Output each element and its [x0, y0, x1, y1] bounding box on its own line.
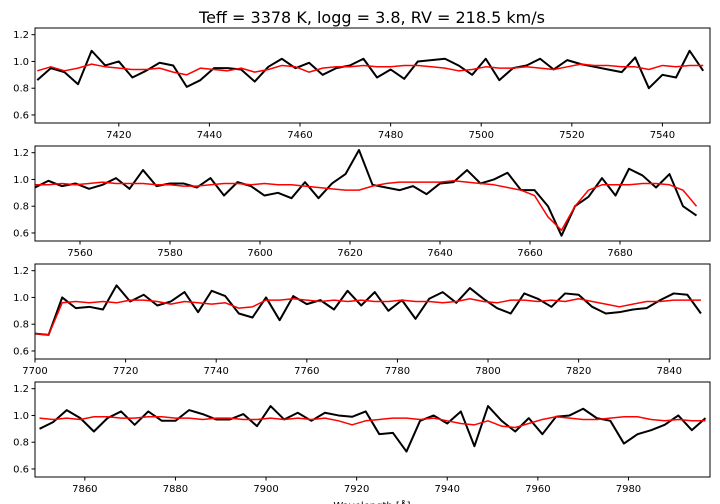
spectrum-line	[35, 298, 701, 336]
axes-frame	[34, 27, 711, 124]
plot-area	[36, 49, 705, 90]
y-tick-label: 1.0	[13, 293, 29, 304]
y-tick-label: 0.6	[13, 464, 29, 475]
x-tick-label: 7560	[67, 248, 92, 259]
x-tick-label: 7680	[607, 248, 632, 259]
x-tick-label: 7960	[525, 484, 550, 495]
chart-title: Teff = 3378 K, logg = 3.8, RV = 218.5 km…	[198, 8, 545, 27]
plot-area	[35, 149, 698, 237]
x-tick-label: 7460	[287, 130, 312, 141]
x-tick-label: 7700	[22, 366, 47, 377]
x-tick-label: 7840	[657, 366, 682, 377]
y-tick-label: 0.6	[13, 228, 29, 239]
spectrum-line	[35, 149, 698, 237]
spectrum-line	[39, 405, 707, 453]
x-tick-label: 7640	[427, 248, 452, 259]
y-tick-label: 1.2	[13, 384, 29, 395]
y-tick-label: 1.0	[13, 411, 29, 422]
axes-frame	[34, 263, 711, 360]
x-tick-label: 7940	[435, 484, 460, 495]
x-tick-label: 7660	[517, 248, 542, 259]
x-tick-label: 7740	[203, 366, 228, 377]
axes-frame	[34, 381, 711, 478]
x-tick-label: 7620	[337, 248, 362, 259]
x-tick-label: 7540	[650, 130, 675, 141]
y-tick-label: 1.2	[13, 30, 29, 41]
x-tick-label: 7760	[294, 366, 319, 377]
y-tick-label: 0.6	[13, 110, 29, 121]
x-tick-label: 7860	[72, 484, 97, 495]
y-tick-label: 0.6	[13, 346, 29, 357]
x-tick-label: 7420	[106, 130, 131, 141]
axes-frame	[34, 145, 711, 242]
x-axis-label: Wavelength [Å]	[333, 499, 410, 504]
x-tick-label: 7580	[157, 248, 182, 259]
x-tick-label: 7520	[559, 130, 584, 141]
x-tick-label: 7920	[344, 484, 369, 495]
y-tick-label: 1.0	[13, 175, 29, 186]
y-tick-label: 0.8	[13, 84, 29, 95]
y-tick-label: 1.2	[13, 266, 29, 277]
x-tick-label: 7800	[475, 366, 500, 377]
x-tick-label: 7980	[616, 484, 641, 495]
spectrum-line	[39, 416, 706, 429]
y-tick-label: 1.2	[13, 148, 29, 159]
x-tick-label: 7880	[163, 484, 188, 495]
x-tick-label: 7440	[197, 130, 222, 141]
x-tick-label: 7900	[253, 484, 278, 495]
x-tick-label: 7480	[378, 130, 403, 141]
x-tick-label: 7720	[113, 366, 138, 377]
plot-area	[39, 405, 707, 453]
y-tick-label: 0.8	[13, 320, 29, 331]
y-tick-label: 0.8	[13, 202, 29, 213]
y-tick-label: 1.0	[13, 57, 29, 68]
spectrum-line	[35, 180, 698, 232]
x-tick-label: 7600	[247, 248, 272, 259]
spectrum-line	[35, 284, 702, 336]
plot-area	[35, 284, 702, 336]
x-tick-label: 7780	[385, 366, 410, 377]
x-tick-label: 7500	[468, 130, 493, 141]
x-tick-label: 7820	[566, 366, 591, 377]
y-tick-label: 0.8	[13, 438, 29, 449]
spectrum-line	[37, 63, 704, 76]
